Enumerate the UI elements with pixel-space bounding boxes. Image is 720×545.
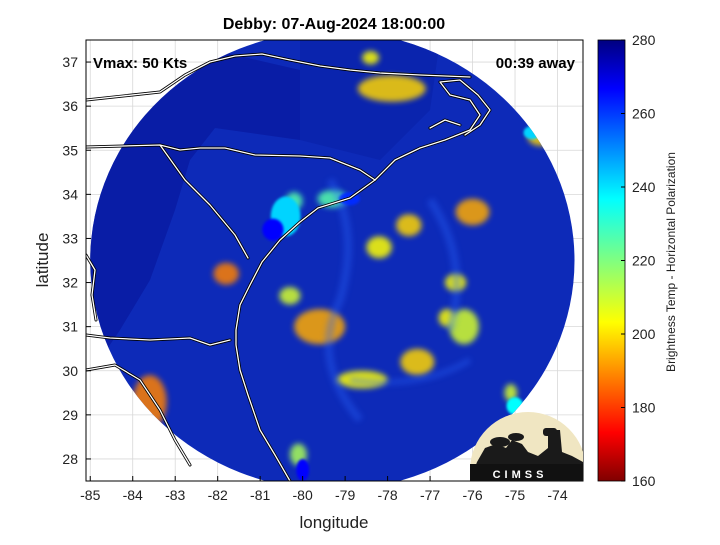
sea-texture [324, 177, 472, 423]
convection-cell [455, 198, 490, 226]
plot-frame [85, 39, 584, 482]
x-tick-label: -75 [505, 487, 525, 503]
convection-cell [213, 262, 239, 285]
y-tick-label: 31 [62, 319, 78, 335]
x-tick-label: -79 [335, 487, 355, 503]
x-tick-label: -85 [80, 487, 100, 503]
colorbar-ticks: 160 180 200 220 240 260 280 [621, 32, 656, 489]
land-mask [90, 40, 440, 380]
coastline-outline [86, 52, 492, 481]
colorbar-gradient [597, 39, 626, 482]
convection-cell [362, 51, 380, 65]
colorbar-tick-label: 220 [632, 253, 656, 269]
y-tick-label: 36 [62, 98, 78, 114]
cimss-logo-text: CIMSS [493, 469, 548, 481]
x-axis-label: longitude [299, 513, 368, 532]
convection-cell [262, 218, 284, 241]
y-tick-label: 29 [62, 407, 78, 423]
plot-area [86, 40, 583, 481]
x-tick-label: -82 [208, 487, 228, 503]
convection-cell [396, 214, 422, 237]
y-tick-label: 35 [62, 142, 78, 158]
convection-cell [504, 383, 518, 402]
colorbar-tick-label: 280 [632, 32, 656, 48]
y-axis-label: latitude [33, 233, 52, 288]
convection-cell [357, 75, 426, 102]
colorbar-label: Brightness Temp - Horizontal Polarizatio… [664, 152, 678, 372]
y-tick-label: 34 [62, 186, 78, 202]
y-tick-label: 33 [62, 230, 78, 246]
convection-cell [296, 458, 310, 481]
y-tick-label: 28 [62, 451, 78, 467]
x-tick-label: -77 [420, 487, 440, 503]
colorbar-tick-label: 200 [632, 326, 656, 342]
x-tick-label: -81 [250, 487, 270, 503]
colorbar-tick-label: 260 [632, 106, 656, 122]
x-tick-label: -74 [547, 487, 567, 503]
chart-title: Debby: 07-Aug-2024 18:00:00 [223, 16, 445, 33]
colorbar-tick-label: 160 [632, 473, 656, 489]
y-axis-ticks: 28 29 30 31 32 33 34 35 36 37 [62, 54, 91, 467]
x-tick-label: -78 [377, 487, 397, 503]
y-tick-label: 30 [62, 363, 78, 379]
convection-cell [366, 236, 392, 259]
convection-cell [400, 348, 435, 376]
x-tick-label: -76 [462, 487, 482, 503]
convection-cell [279, 286, 301, 305]
time-away-annotation: 00:39 away [496, 55, 576, 72]
colorbar-tick-label: 240 [632, 179, 656, 195]
x-tick-label: -83 [165, 487, 185, 503]
y-tick-label: 37 [62, 54, 78, 70]
colorbar: 160 180 200 220 240 260 280 Brightness Temp - … [597, 32, 678, 489]
x-tick-label: -80 [293, 487, 313, 503]
cimss-logo: CIMSS [470, 412, 583, 481]
y-tick-label: 32 [62, 275, 78, 291]
colorbar-tick-label: 180 [632, 400, 656, 416]
x-tick-label: -84 [123, 487, 143, 503]
vmax-annotation: Vmax: 50 Kts [93, 55, 187, 72]
